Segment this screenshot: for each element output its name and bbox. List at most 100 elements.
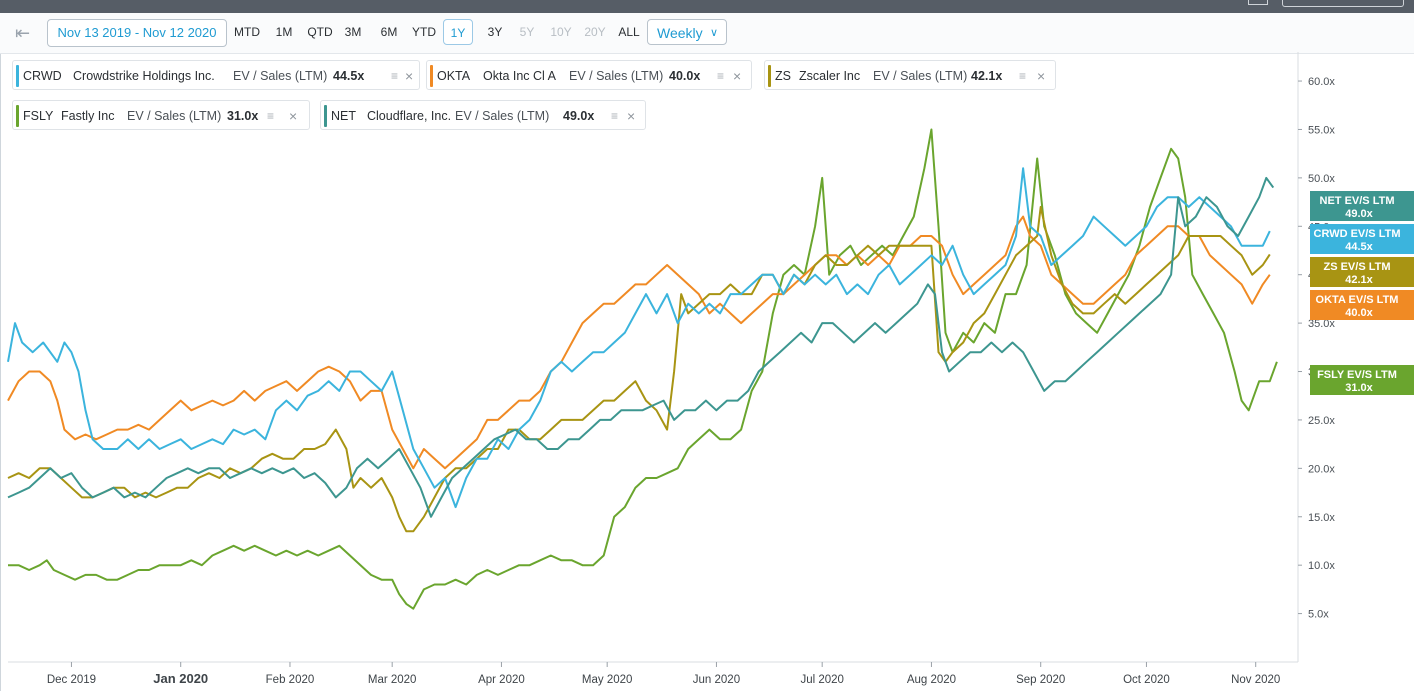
legend-value: 42.1x xyxy=(971,69,1003,83)
y-tick-label: 10.0x xyxy=(1308,560,1335,572)
x-tick-label: Aug 2020 xyxy=(907,674,956,686)
end-label-name: OKTA EV/S LTM xyxy=(1316,294,1399,306)
period-button-1y[interactable]: 1Y xyxy=(443,19,473,45)
y-tick-label: 60.0x xyxy=(1308,76,1335,88)
period-button-5y[interactable]: 5Y xyxy=(519,25,535,39)
y-tick-label: 35.0x xyxy=(1308,318,1335,330)
series-color-swatch xyxy=(430,65,433,87)
chevron-down-icon: ∨ xyxy=(709,27,718,39)
legend-card-crwd[interactable]: CRWD Crowdstrike Holdings Inc. EV / Sales … xyxy=(12,60,420,90)
legend-metric: EV / Sales (LTM) xyxy=(455,109,550,123)
date-range-button[interactable]: Nov 13 2019 - Nov 12 2020 xyxy=(47,19,227,47)
end-label-name: NET EV/S LTM xyxy=(1320,195,1395,207)
end-label-box xyxy=(1310,365,1414,395)
close-icon[interactable]: × xyxy=(1037,68,1046,84)
series-color-swatch xyxy=(16,105,19,127)
end-label-box xyxy=(1310,290,1414,320)
y-tick-label: 20.0x xyxy=(1308,463,1335,475)
end-label-value: 31.0x xyxy=(1345,382,1373,394)
frequency-value: Weekly xyxy=(657,25,703,41)
end-label-value: 40.0x xyxy=(1345,307,1373,319)
legend-company-name: Crowdstrike Holdings Inc. xyxy=(73,69,215,83)
window-top-bar xyxy=(0,0,1414,13)
end-label-box xyxy=(1310,191,1414,221)
legend-metric: EV / Sales (LTM) xyxy=(127,109,222,123)
x-tick-label: May 2020 xyxy=(582,674,633,686)
top-bar-control[interactable] xyxy=(1248,0,1268,5)
x-tick-label: Apr 2020 xyxy=(478,674,525,686)
legend-ticker: OKTA xyxy=(437,69,471,83)
legend-value: 49.0x xyxy=(563,109,595,123)
layers-icon[interactable]: ≡ xyxy=(1019,69,1027,83)
close-icon[interactable]: × xyxy=(627,108,636,124)
x-tick-label: Feb 2020 xyxy=(266,674,315,686)
close-icon[interactable]: × xyxy=(289,108,298,124)
series-color-swatch xyxy=(16,65,19,87)
period-button-10y[interactable]: 10Y xyxy=(550,25,572,39)
legend-metric: EV / Sales (LTM) xyxy=(873,69,968,83)
period-button-all[interactable]: ALL xyxy=(618,25,640,39)
legend-company-name: Okta Inc Cl A xyxy=(483,69,556,83)
period-button-1m[interactable]: 1M xyxy=(275,25,293,39)
top-bar-menu[interactable] xyxy=(1282,0,1404,7)
legend-ticker: NET xyxy=(331,109,356,123)
legend-ticker: CRWD xyxy=(23,69,62,83)
close-icon[interactable]: × xyxy=(405,68,414,84)
x-tick-label: Sep 2020 xyxy=(1016,674,1065,686)
end-label-name: ZS EV/S LTM xyxy=(1323,261,1390,273)
close-icon[interactable]: × xyxy=(733,68,742,84)
legend-ticker: ZS xyxy=(775,69,791,83)
x-tick-label: Mar 2020 xyxy=(368,674,417,686)
end-label-name: CRWD EV/S LTM xyxy=(1314,228,1401,240)
legend-card-zs[interactable]: ZS Zscaler Inc EV / Sales (LTM) 42.1x ≡ × xyxy=(764,60,1056,90)
y-tick-label: 25.0x xyxy=(1308,415,1335,427)
y-tick-label: 55.0x xyxy=(1308,124,1335,136)
period-button-qtd[interactable]: QTD xyxy=(307,25,333,39)
end-label-value: 44.5x xyxy=(1345,241,1373,253)
layers-icon[interactable]: ≡ xyxy=(611,109,619,123)
period-button-3m[interactable]: 3M xyxy=(344,25,362,39)
layers-icon[interactable]: ≡ xyxy=(267,109,275,123)
frequency-select[interactable]: Weekly ∨ xyxy=(647,19,727,45)
legend-ticker: FSLY xyxy=(23,109,54,123)
y-tick-label: 50.0x xyxy=(1308,173,1335,185)
end-label-value: 42.1x xyxy=(1345,274,1373,286)
legend-metric: EV / Sales (LTM) xyxy=(569,69,664,83)
series-line-fsly xyxy=(8,128,1278,610)
y-tick-label: 15.0x xyxy=(1308,512,1335,524)
collapse-panel-icon[interactable]: ⇤ xyxy=(15,23,31,43)
layers-icon[interactable]: ≡ xyxy=(391,69,399,83)
period-button-mtd[interactable]: MTD xyxy=(234,25,260,39)
legend-card-fsly[interactable]: FSLY Fastly Inc EV / Sales (LTM) 31.0x ≡ × xyxy=(12,100,310,130)
legend-metric: EV / Sales (LTM) xyxy=(233,69,328,83)
legend-card-net[interactable]: NET Cloudflare, Inc. EV / Sales (LTM) 49.0x… xyxy=(320,100,646,130)
layers-icon[interactable]: ≡ xyxy=(717,69,725,83)
series-color-swatch xyxy=(324,105,327,127)
chart-frame xyxy=(0,13,1414,691)
period-button-3y[interactable]: 3Y xyxy=(487,25,503,39)
period-button-20y[interactable]: 20Y xyxy=(584,25,606,39)
y-tick-label: 5.0x xyxy=(1308,609,1329,621)
end-label-box xyxy=(1310,224,1414,254)
end-label-value: 49.0x xyxy=(1345,208,1373,220)
period-button-6m[interactable]: 6M xyxy=(380,25,398,39)
period-button-ytd[interactable]: YTD xyxy=(412,25,436,39)
end-label-name: FSLY EV/S LTM xyxy=(1317,369,1397,381)
x-tick-label: Oct 2020 xyxy=(1123,674,1170,686)
end-label-box xyxy=(1310,257,1414,287)
chart-toolbar: ⇤ Nov 13 2019 - Nov 12 2020 MTD 1M QTD 3M 6M… xyxy=(0,13,1414,54)
series-color-swatch xyxy=(768,65,771,87)
x-tick-label: Jul 2020 xyxy=(800,674,843,686)
legend-company-name: Fastly Inc xyxy=(61,109,115,123)
series-line-okta xyxy=(7,215,1271,470)
legend-card-okta[interactable]: OKTA Okta Inc Cl A EV / Sales (LTM) 40.0x ≡ × xyxy=(426,60,752,90)
legend-value: 31.0x xyxy=(227,109,259,123)
x-tick-label: Jun 2020 xyxy=(693,674,740,686)
series-line-zs xyxy=(7,205,1271,533)
